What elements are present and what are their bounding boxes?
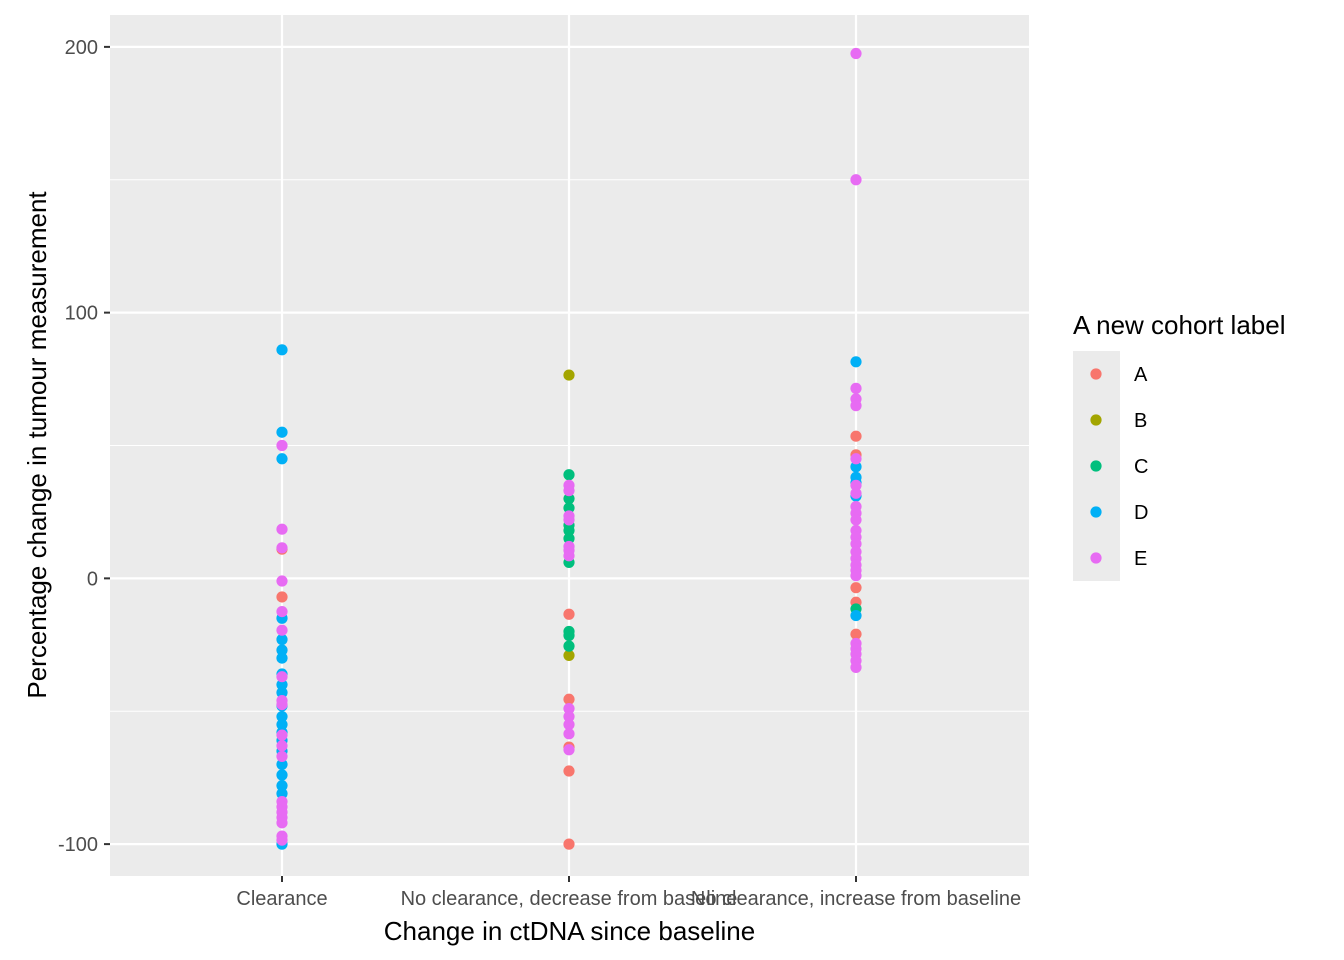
data-point-e [563,485,575,497]
data-point-d [276,426,288,438]
data-point-e [276,523,288,535]
x-tick-label: Clearance [236,888,327,910]
legend-key-b [1090,414,1102,426]
x-tick-label: No clearance, decrease from baseline [401,888,738,910]
legend-entries: A B C D E [1090,364,1148,570]
y-axis-title: Percentage change in tumour measurement [22,191,52,699]
data-point-e [276,542,288,554]
y-axis: 200 100 0 -100 [58,37,110,856]
x-axis-title: Change in ctDNA since baseline [384,916,755,946]
data-point-e [276,605,288,618]
data-point-e [276,671,288,683]
data-point-e [563,702,575,715]
y-tick-label: -100 [58,834,98,856]
x-axis: Clearance No clearance, decrease from bas… [236,876,1021,910]
legend-label-d: D [1134,502,1148,524]
data-point-e [276,729,288,741]
data-point-e [563,728,575,740]
data-point-d [850,609,862,622]
data-point-e [850,479,862,491]
y-tick-label: 200 [65,37,98,59]
data-point-a [850,430,862,442]
data-point-d [276,780,288,792]
legend-label-c: C [1134,456,1148,478]
data-point-e [563,550,575,562]
legend: A new cohort label A B C D E [1073,310,1285,581]
y-tick-label: 100 [65,303,98,325]
data-point-d [276,718,288,731]
data-point-b [563,369,575,381]
data-point-d [850,356,862,368]
legend-label-e: E [1134,548,1147,570]
data-point-c [563,640,575,652]
data-point-d [850,461,862,473]
data-point-e [850,538,862,550]
data-point-e [276,575,288,587]
data-point-c [563,629,575,642]
data-point-e [563,710,575,723]
data-point-e [850,47,862,60]
data-point-a [563,838,575,850]
data-point-e [850,514,862,526]
data-point-e [850,570,862,582]
data-point-c [563,524,575,537]
data-point-d [276,652,288,664]
data-point-e [276,834,288,846]
data-point-a [276,591,288,603]
data-point-e [850,400,862,412]
data-point-a [563,608,575,620]
data-point-e [276,698,288,711]
major-gridlines [110,15,1029,876]
data-point-a [850,582,862,594]
data-point-d [276,687,288,699]
data-point-c [563,532,575,545]
data-point-a [563,765,575,777]
data-point-d [276,453,288,465]
data-point-c [563,502,575,514]
legend-label-b: B [1134,410,1147,432]
data-point-a [850,628,862,640]
data-point-c [563,493,575,505]
data-point-e [276,817,288,829]
data-point-e [850,487,862,499]
data-points [276,47,862,850]
data-point-e [563,514,575,526]
data-point-b [563,649,575,662]
legend-key-a [1090,368,1102,380]
data-point-e [276,740,288,752]
legend-key-e [1090,552,1102,564]
data-point-d [276,633,288,646]
data-point-e [276,624,288,636]
data-point-c [563,469,575,481]
y-tick-label: 0 [87,568,98,590]
legend-key-d [1090,506,1102,518]
legend-label-a: A [1134,364,1148,386]
data-point-e [850,661,862,673]
data-point-e [563,718,575,731]
data-point-e [850,382,862,394]
data-point-a [563,693,575,705]
legend-title: A new cohort label [1073,310,1285,340]
data-point-d [276,710,288,723]
data-point-e [276,750,288,763]
data-point-e [276,439,288,452]
data-point-d [276,758,288,770]
legend-key-c [1090,460,1102,472]
data-point-d [276,679,288,691]
x-tick-label: No clearance, increase from baseline [691,888,1021,910]
data-point-d [276,769,288,781]
data-point-e [563,744,575,756]
data-point-d [276,788,288,800]
data-point-d [276,344,288,356]
data-point-e [850,174,862,186]
data-point-e [850,453,862,465]
data-point-d [276,644,288,656]
